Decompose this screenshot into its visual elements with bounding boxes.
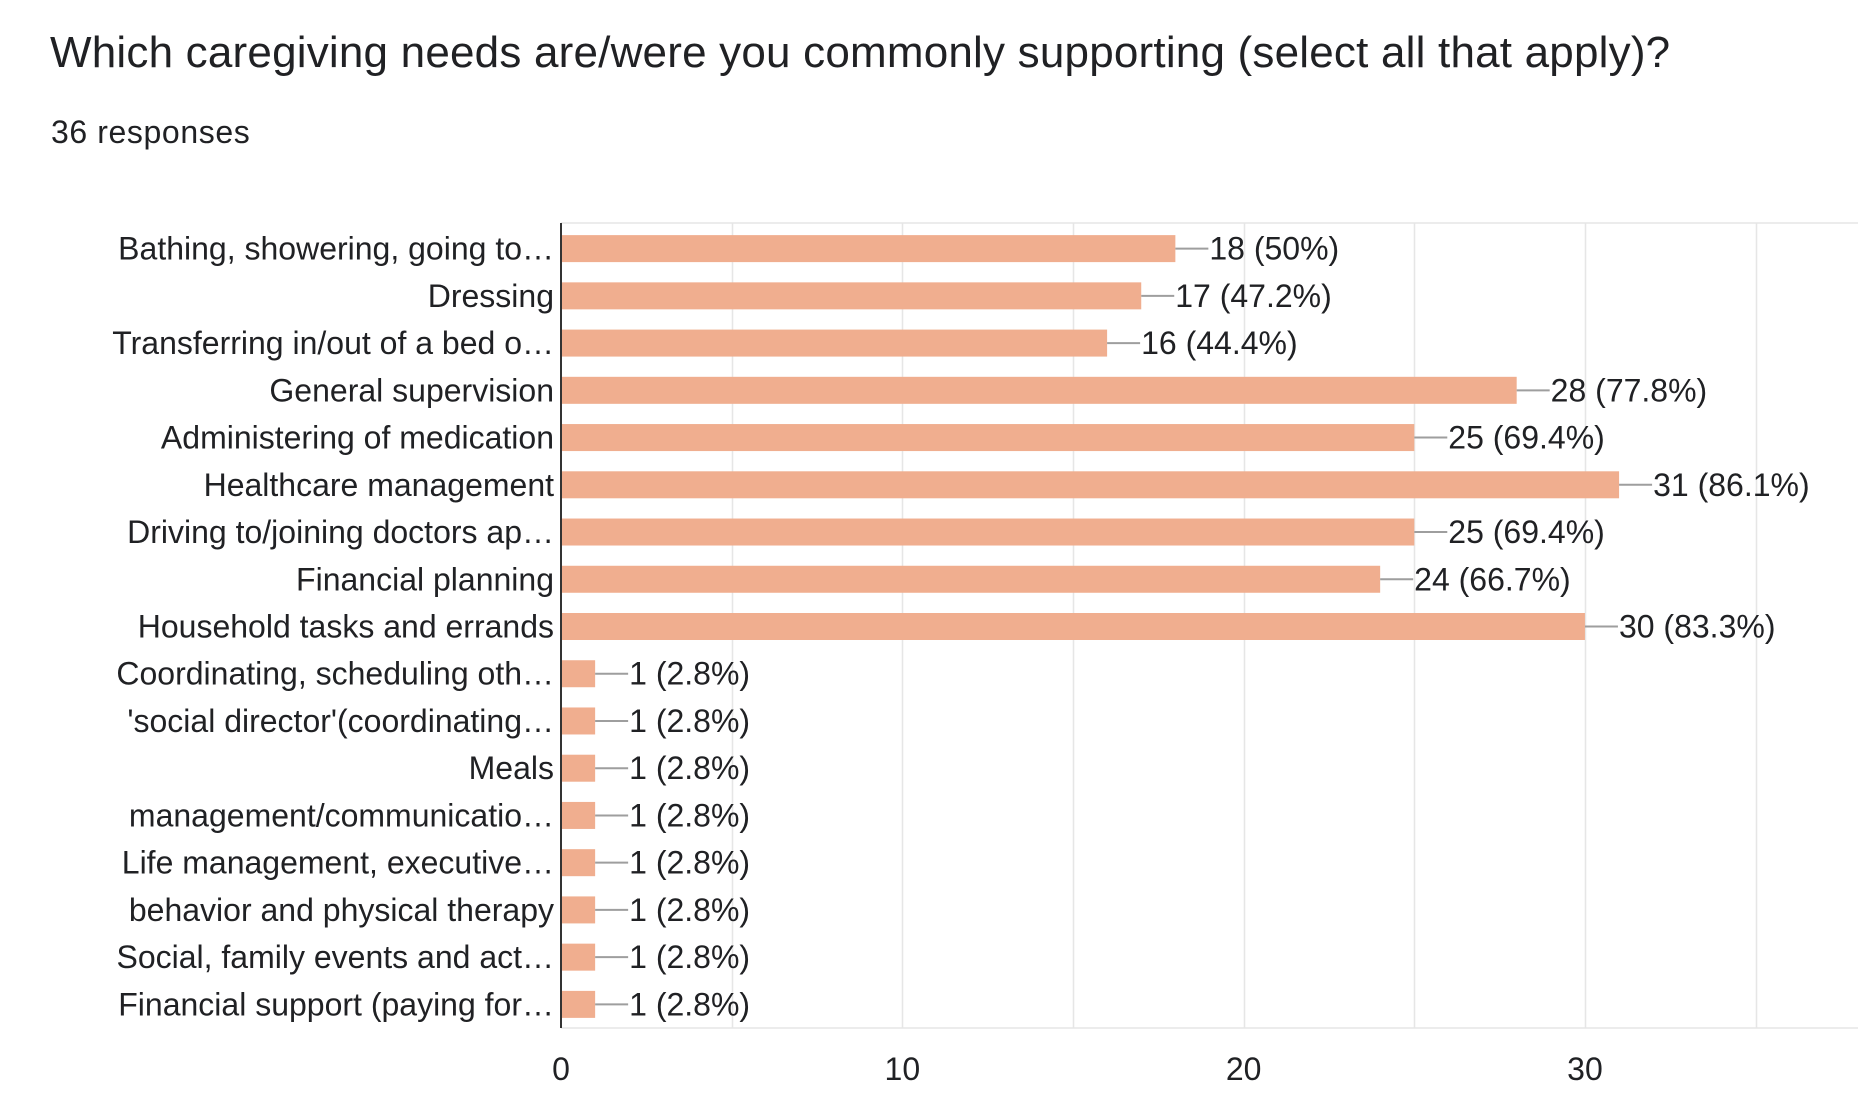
category-label: Administering of medication [161,420,554,456]
axes: 0 10 20 30 [552,223,1603,1087]
category-label: management/communicatio… [129,797,554,833]
bar [561,565,1381,593]
bar [561,990,596,1018]
data-label: 1 (2.8%) [629,845,750,881]
bar [561,660,596,688]
category-label: Transferring in/out of a bed o… [112,325,554,361]
data-label: 30 (83.3%) [1619,609,1776,645]
data-label: 25 (69.4%) [1448,514,1605,550]
data-label: 18 (50%) [1209,231,1339,267]
bar [561,801,596,829]
bar [561,613,1585,640]
x-tick-label: 20 [1226,1051,1262,1087]
data-label: 1 (2.8%) [629,939,750,975]
bar [561,943,596,971]
category-label: behavior and physical therapy [129,892,554,928]
data-label: 1 (2.8%) [629,656,750,692]
chart-title: Which caregiving needs are/were you comm… [50,28,1671,77]
bar [561,235,1176,263]
category-label: Driving to/joining doctors ap… [127,514,554,550]
data-label: 1 (2.8%) [629,750,750,786]
data-label: 17 (47.2%) [1175,278,1332,314]
category-label: Social, family events and act… [116,939,554,975]
data-label: 24 (66.7%) [1414,561,1571,597]
category-label: Financial support (paying for… [118,986,554,1022]
bar [561,282,1142,310]
category-label: Financial planning [296,561,554,597]
data-label: 25 (69.4%) [1448,420,1605,456]
data-label: 31 (86.1%) [1653,467,1810,503]
category-label: 'social director'(coordinating… [127,703,554,739]
category-label: Meals [469,750,554,786]
x-tick-label: 0 [552,1051,570,1087]
bars [561,235,1653,1018]
data-label: 1 (2.8%) [629,892,750,928]
category-label: Bathing, showering, going to… [118,231,554,267]
category-label: General supervision [269,372,554,408]
data-label: 1 (2.8%) [629,703,750,739]
x-tick-label: 10 [885,1051,921,1087]
gridlines [561,222,1858,1029]
data-label: 1 (2.8%) [629,986,750,1022]
response-count: 36 responses [51,114,251,150]
category-label: Household tasks and errands [138,609,554,645]
category-label: Healthcare management [204,467,555,503]
x-tick-label: 30 [1567,1051,1603,1087]
category-label: Coordinating, scheduling oth… [116,656,554,692]
bar [561,471,1620,499]
labels: 18 (50%) Bathing, showering, going to… 17 … [112,231,1809,1023]
bar [561,896,596,924]
bar [561,329,1108,357]
category-label: Dressing [428,278,554,314]
bar [561,518,1415,546]
category-label: Life management, executive… [122,845,554,881]
data-label: 28 (77.8%) [1551,372,1708,408]
data-label: 16 (44.4%) [1141,325,1298,361]
data-label: 1 (2.8%) [629,797,750,833]
bar [561,849,596,877]
bar [561,424,1415,452]
bar [561,376,1517,404]
bar [561,707,596,735]
bar [561,754,596,782]
